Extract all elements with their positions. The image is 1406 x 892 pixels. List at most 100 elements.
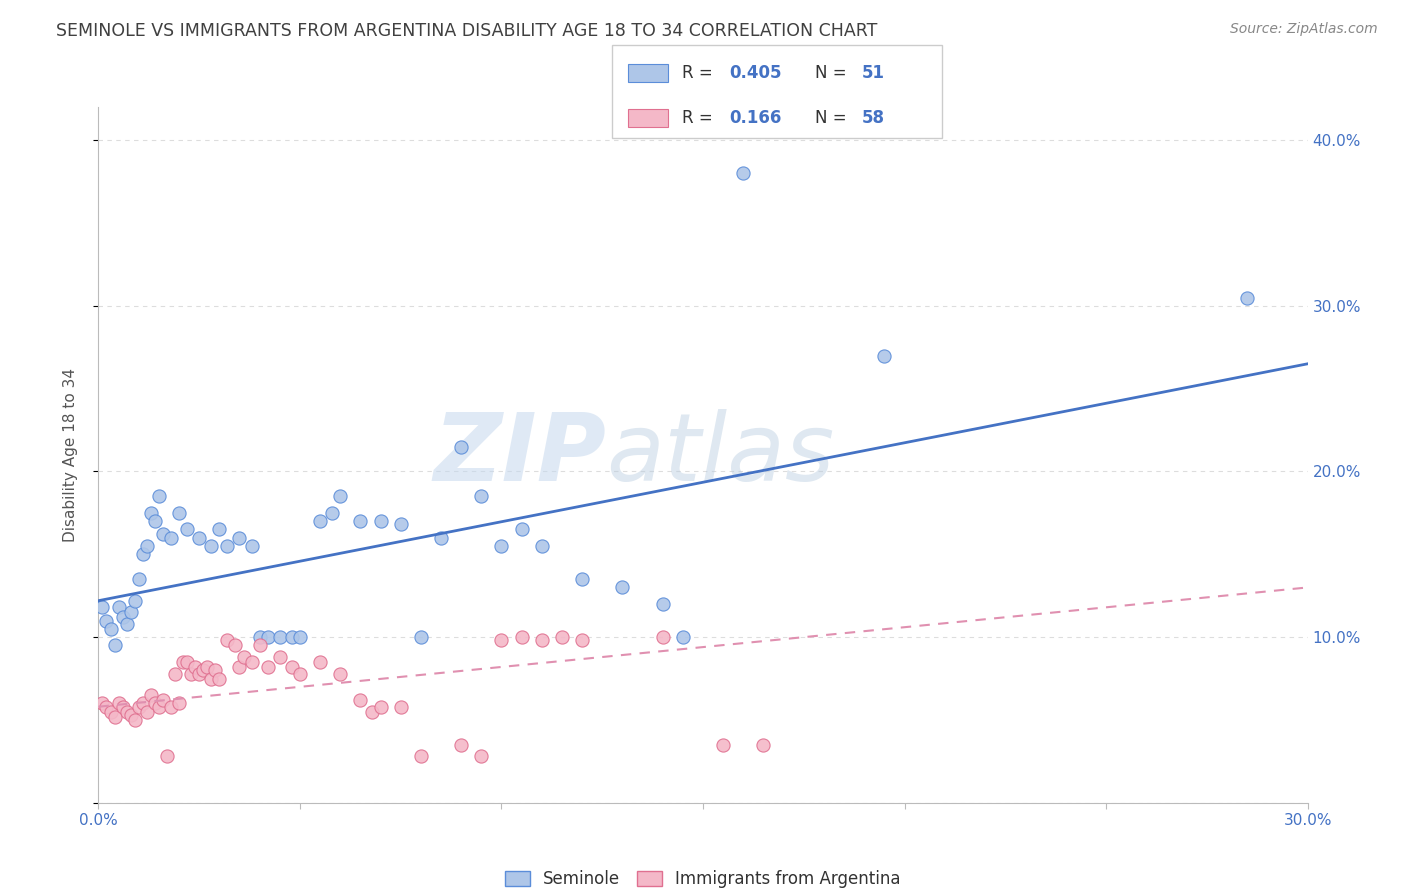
Point xyxy=(103,709,125,723)
Point xyxy=(176,523,198,537)
Point xyxy=(115,705,138,719)
Point xyxy=(288,630,311,644)
Point xyxy=(96,614,118,628)
Text: 51: 51 xyxy=(862,63,884,82)
Text: atlas: atlas xyxy=(606,409,835,500)
Point xyxy=(120,708,142,723)
Point xyxy=(176,655,198,669)
Point xyxy=(184,660,207,674)
Point xyxy=(232,650,254,665)
Point xyxy=(491,539,513,553)
Point xyxy=(120,605,142,619)
Point xyxy=(91,600,114,615)
Point xyxy=(733,166,755,180)
Point xyxy=(200,539,222,553)
Point xyxy=(143,697,166,711)
Point xyxy=(551,630,574,644)
Point xyxy=(115,616,138,631)
Text: Source: ZipAtlas.com: Source: ZipAtlas.com xyxy=(1230,22,1378,37)
Point xyxy=(188,666,211,681)
Point xyxy=(224,639,246,653)
Point xyxy=(111,699,134,714)
Point xyxy=(409,749,432,764)
Point xyxy=(491,633,513,648)
Point xyxy=(510,523,533,537)
Text: N =: N = xyxy=(815,109,852,127)
Point xyxy=(269,650,291,665)
Point xyxy=(450,440,472,454)
Point xyxy=(96,699,118,714)
Text: 58: 58 xyxy=(862,109,884,127)
Point xyxy=(107,600,129,615)
Point xyxy=(128,699,150,714)
Point xyxy=(430,531,453,545)
Point xyxy=(510,630,533,644)
Point xyxy=(288,666,311,681)
Point xyxy=(100,622,122,636)
Point xyxy=(873,349,896,363)
Point xyxy=(124,713,146,727)
Point xyxy=(193,663,215,677)
Text: R =: R = xyxy=(682,109,723,127)
Point xyxy=(612,581,634,595)
Point xyxy=(204,663,226,677)
Point xyxy=(167,697,190,711)
Point xyxy=(249,630,271,644)
Point xyxy=(163,666,186,681)
Point xyxy=(281,630,304,644)
Point xyxy=(208,672,231,686)
Point xyxy=(370,514,392,528)
Point xyxy=(139,688,162,702)
Text: SEMINOLE VS IMMIGRANTS FROM ARGENTINA DISABILITY AGE 18 TO 34 CORRELATION CHART: SEMINOLE VS IMMIGRANTS FROM ARGENTINA DI… xyxy=(56,22,877,40)
Point xyxy=(571,633,593,648)
Point xyxy=(651,630,673,644)
Point xyxy=(156,749,179,764)
Text: N =: N = xyxy=(815,63,852,82)
Point xyxy=(200,672,222,686)
Point xyxy=(470,749,492,764)
Point xyxy=(752,738,775,752)
Text: ZIP: ZIP xyxy=(433,409,606,501)
Text: 0.166: 0.166 xyxy=(730,109,782,127)
Point xyxy=(329,666,352,681)
Point xyxy=(651,597,673,611)
Point xyxy=(349,693,371,707)
Point xyxy=(530,539,553,553)
Point xyxy=(148,489,170,503)
Point xyxy=(167,506,190,520)
Point xyxy=(139,506,162,520)
Point xyxy=(228,660,250,674)
Point xyxy=(228,531,250,545)
Point xyxy=(389,517,412,532)
Point xyxy=(152,527,174,541)
Point xyxy=(672,630,695,644)
Point xyxy=(195,660,218,674)
Point xyxy=(249,639,271,653)
Y-axis label: Disability Age 18 to 34: Disability Age 18 to 34 xyxy=(63,368,77,542)
Point xyxy=(135,705,157,719)
Point xyxy=(256,660,278,674)
Point xyxy=(1236,291,1258,305)
Point xyxy=(172,655,194,669)
Point xyxy=(309,655,332,669)
Point xyxy=(256,630,278,644)
Point xyxy=(208,523,231,537)
Point xyxy=(240,655,263,669)
Point xyxy=(361,705,384,719)
Point xyxy=(128,572,150,586)
Point xyxy=(160,531,183,545)
Point xyxy=(349,514,371,528)
Point xyxy=(143,514,166,528)
Point xyxy=(269,630,291,644)
Point xyxy=(180,666,202,681)
Point xyxy=(188,531,211,545)
Point xyxy=(217,539,239,553)
Point xyxy=(409,630,432,644)
Point xyxy=(450,738,472,752)
Point xyxy=(530,633,553,648)
Point xyxy=(370,699,392,714)
Point xyxy=(240,539,263,553)
Point xyxy=(389,699,412,714)
Point xyxy=(100,705,122,719)
Point xyxy=(103,639,125,653)
